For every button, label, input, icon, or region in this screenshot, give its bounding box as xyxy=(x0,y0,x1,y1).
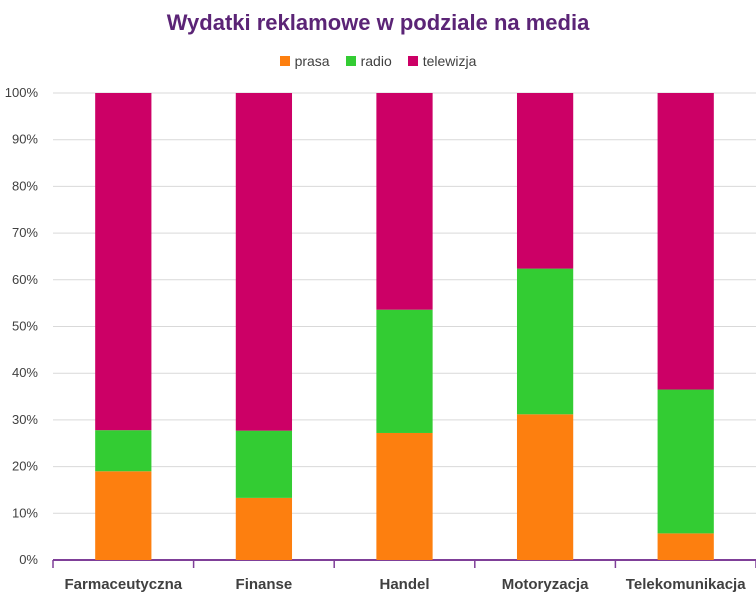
bar-radio-0 xyxy=(95,430,152,472)
legend-item-prasa: prasa xyxy=(279,53,330,69)
legend-label-radio: radio xyxy=(360,53,392,69)
bar-radio-4 xyxy=(657,389,714,534)
y-tick-label: 60% xyxy=(12,272,38,287)
y-tick-label: 0% xyxy=(19,552,38,567)
bar-telewizja-2 xyxy=(376,93,433,310)
bar-prasa-4 xyxy=(657,533,714,560)
bar-radio-1 xyxy=(235,430,293,498)
bar-radio-3 xyxy=(516,268,574,415)
y-tick-label: 100% xyxy=(5,85,39,100)
bar-radio-2 xyxy=(376,309,433,433)
y-tick-label: 10% xyxy=(12,505,38,520)
bar-prasa-2 xyxy=(376,432,433,560)
bar-prasa-0 xyxy=(95,471,152,560)
legend: prasa radio telewizja xyxy=(0,53,756,69)
x-category-label: Telekomunikacja xyxy=(626,576,746,593)
legend-item-telewizja: telewizja xyxy=(407,53,477,69)
x-category-label: Farmaceutyczna xyxy=(65,576,183,593)
y-tick-label: 50% xyxy=(12,319,38,334)
bar-telewizja-3 xyxy=(516,93,574,269)
y-tick-label: 90% xyxy=(12,132,38,147)
bar-telewizja-1 xyxy=(235,93,293,431)
legend-label-prasa: prasa xyxy=(294,53,330,69)
bar-prasa-3 xyxy=(516,414,574,560)
legend-swatch-radio xyxy=(345,56,356,66)
chart-title: Wydatki reklamowe w podziale na media xyxy=(166,10,590,35)
y-tick-label: 70% xyxy=(12,225,38,240)
bar-prasa-1 xyxy=(235,497,293,560)
y-tick-label: 80% xyxy=(12,178,38,193)
legend-label-telewizja: telewizja xyxy=(422,53,477,69)
y-tick-label: 40% xyxy=(12,365,38,380)
y-tick-label: 30% xyxy=(12,412,38,427)
bar-telewizja-0 xyxy=(95,93,152,431)
x-category-label: Motoryzacja xyxy=(502,576,589,593)
y-tick-label: 20% xyxy=(12,459,38,474)
legend-swatch-telewizja xyxy=(407,56,418,66)
legend-item-radio: radio xyxy=(345,53,392,69)
legend-swatch-prasa xyxy=(279,56,290,66)
x-category-label: Handel xyxy=(379,576,429,593)
x-category-label: Finanse xyxy=(236,576,293,593)
bar-telewizja-4 xyxy=(657,93,714,390)
